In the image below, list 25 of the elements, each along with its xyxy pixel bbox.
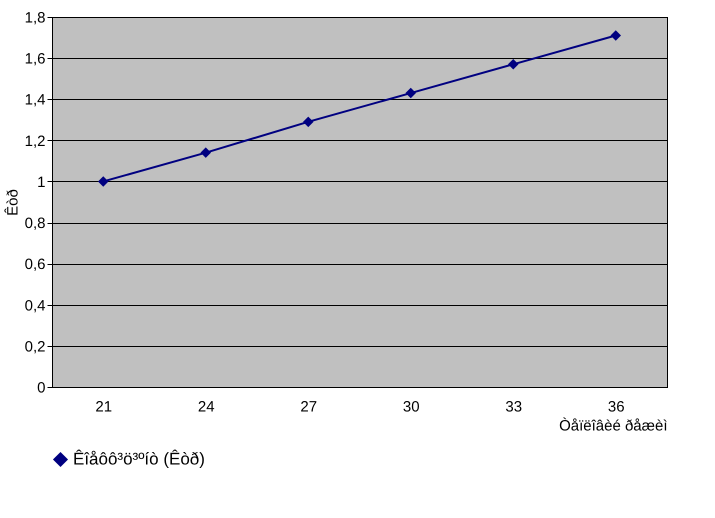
x-tick-label: 27 <box>300 398 318 416</box>
point <box>508 59 518 70</box>
y-tick-label: 1,2 <box>24 132 46 150</box>
point <box>406 88 416 98</box>
y-tick-label: 1 <box>37 174 46 191</box>
y-tick-label: 0,6 <box>24 256 46 274</box>
y-tick-label: 0,4 <box>24 297 46 314</box>
y-tick-label: 0,8 <box>24 215 46 232</box>
point <box>610 30 621 41</box>
point <box>98 176 108 187</box>
y-tick-label: 0 <box>37 380 46 396</box>
x-tick-label: 21 <box>95 398 112 416</box>
x-tick-label: 30 <box>402 398 420 416</box>
y-axis-title: Êòð <box>4 189 22 216</box>
y-tick-label: 1,6 <box>24 50 46 68</box>
x-tick-label: 33 <box>505 398 522 416</box>
point <box>200 147 211 158</box>
legend-label: Êîåôô³ö³ºíò (Êòð) <box>73 450 205 468</box>
x-tick-label: 36 <box>608 398 625 416</box>
y-tick-label: 1,4 <box>24 92 46 109</box>
y-tick-label: 1,8 <box>24 10 46 26</box>
point <box>303 116 314 128</box>
x-tick-label: 24 <box>198 398 215 416</box>
x-axis-title: Òåïëîâèé ðåæèì <box>559 416 668 434</box>
y-tick-label: 0,2 <box>24 338 46 356</box>
